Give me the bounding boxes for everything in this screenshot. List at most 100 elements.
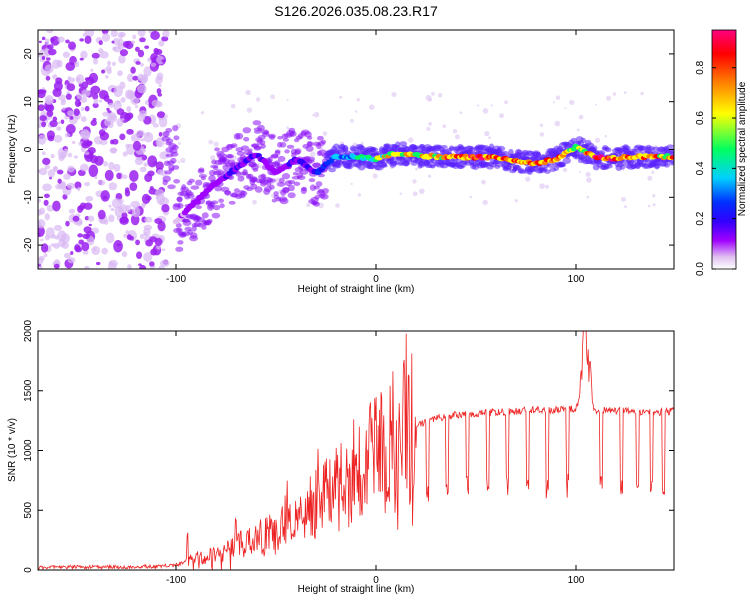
faint-speckle <box>484 131 490 137</box>
faint-speckle <box>488 136 492 140</box>
noise-speckle <box>82 233 91 240</box>
noise-speckle <box>111 198 122 209</box>
noise-speckle <box>122 174 128 180</box>
noise-speckle <box>93 136 103 145</box>
ridge-halo <box>281 187 290 194</box>
ridge-halo <box>200 176 206 181</box>
ridge-halo <box>233 188 240 193</box>
ridge-halo <box>167 184 176 190</box>
noise-speckle <box>39 115 47 122</box>
ridge-halo <box>286 144 295 149</box>
noise-speckle <box>82 32 87 37</box>
noise-speckle <box>64 133 71 138</box>
ridge-halo <box>207 218 213 223</box>
ridge-halo <box>669 161 674 166</box>
faint-speckle <box>621 196 626 202</box>
ridge-halo <box>287 184 295 192</box>
noise-speckle <box>129 170 139 182</box>
noise-speckle <box>45 227 55 239</box>
noise-speckle <box>121 251 128 258</box>
noise-speckle <box>88 164 99 178</box>
ridge-halo <box>278 177 285 184</box>
faint-speckle <box>391 92 397 98</box>
noise-speckle <box>38 198 42 203</box>
ridge-halo <box>466 145 475 150</box>
noise-speckle <box>104 118 111 127</box>
faint-speckle <box>213 141 219 147</box>
noise-speckle <box>116 172 122 180</box>
noise-speckle <box>85 195 94 202</box>
faint-speckle <box>454 134 460 140</box>
faint-speckle <box>539 123 544 127</box>
snr-line <box>38 331 674 570</box>
noise-speckle <box>92 102 99 109</box>
noise-speckle <box>38 225 45 238</box>
noise-speckle <box>81 141 91 149</box>
noise-speckle <box>43 199 49 206</box>
ridge-halo <box>247 148 253 153</box>
noise-speckle <box>139 37 146 43</box>
noise-speckle <box>84 181 90 187</box>
noise-speckle <box>156 111 166 118</box>
ridge-halo <box>312 162 322 169</box>
noise-speckle <box>80 116 87 123</box>
faint-speckle <box>255 97 261 102</box>
noise-speckle <box>93 98 99 105</box>
faint-speckle <box>452 128 458 134</box>
ridge-halo <box>165 127 173 133</box>
ridge-halo <box>619 165 626 170</box>
noise-speckle <box>53 242 60 249</box>
noise-speckle <box>57 36 65 43</box>
noise-speckle <box>44 64 54 74</box>
noise-speckle <box>126 105 132 113</box>
noise-speckle <box>73 155 79 159</box>
noise-speckle <box>159 151 169 160</box>
noise-speckle <box>132 140 142 151</box>
noise-speckle <box>130 200 141 208</box>
faint-speckle <box>208 139 214 145</box>
noise-speckle <box>157 220 166 232</box>
noise-speckle <box>102 111 110 117</box>
noise-speckle <box>38 255 45 261</box>
faint-speckle <box>230 103 236 109</box>
faint-speckle <box>286 98 289 101</box>
noise-speckle <box>60 119 65 125</box>
noise-speckle <box>150 248 158 256</box>
noise-speckle <box>76 92 83 100</box>
noise-speckle <box>131 40 136 44</box>
noise-speckle <box>135 46 140 52</box>
faint-speckle <box>354 110 358 113</box>
faint-speckle <box>490 104 493 107</box>
faint-speckle <box>180 157 186 164</box>
ridge-halo <box>172 124 179 132</box>
noise-speckle <box>127 264 132 269</box>
noise-speckle <box>147 155 158 168</box>
ridge-halo <box>584 157 592 165</box>
noise-speckle <box>79 130 85 137</box>
noise-speckle <box>98 40 103 46</box>
ridge-halo <box>228 200 236 205</box>
faint-speckle <box>514 199 518 203</box>
noise-speckle <box>55 77 63 85</box>
y-tick-label: 10 <box>23 96 34 108</box>
faint-speckle <box>415 167 419 171</box>
colorbar-tick-label: 0.8 <box>695 60 706 74</box>
noise-speckle <box>42 183 52 192</box>
noise-speckle <box>141 148 146 153</box>
noise-speckle <box>127 73 134 83</box>
noise-speckle <box>134 157 144 166</box>
noise-speckle <box>159 259 170 267</box>
ridge-halo <box>162 175 171 183</box>
faint-speckle <box>623 91 627 95</box>
faint-speckle <box>499 113 504 119</box>
noise-speckle <box>73 108 80 117</box>
noise-speckle <box>64 115 69 120</box>
noise-speckle <box>100 190 110 202</box>
faint-speckle <box>604 134 608 138</box>
noise-speckle <box>63 252 71 259</box>
noise-speckle <box>43 253 48 258</box>
ridge-halo <box>198 167 205 172</box>
